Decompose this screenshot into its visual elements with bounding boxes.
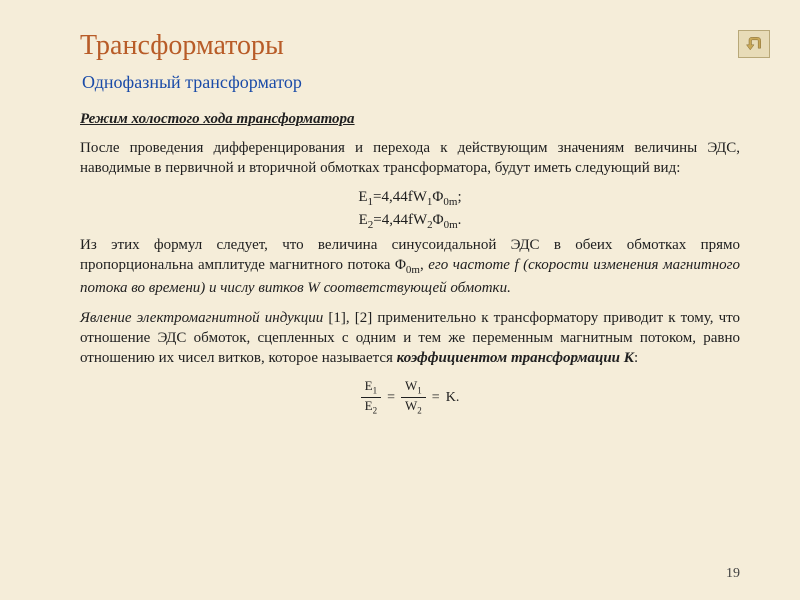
frac-right-num: W1 [401, 379, 426, 398]
equals-1: = [387, 390, 395, 406]
fraction-left: E1 E2 [361, 379, 381, 417]
page-subtitle: Однофазный трансформатор [82, 72, 740, 93]
section-heading: Режим холостого хода трансформатора [80, 111, 740, 128]
frac-left-den: E2 [361, 398, 381, 416]
formula-1: E1=4,44fW1Φ0m; [80, 189, 740, 208]
back-button[interactable] [738, 30, 770, 58]
u-turn-arrow-icon [744, 36, 764, 52]
ratio-equation: E1 E2 = W1 W2 = K. [80, 379, 740, 417]
fraction-right: W1 W2 [401, 379, 426, 417]
page-title: Трансформаторы [80, 30, 740, 62]
rhs-k: K. [446, 390, 460, 406]
equals-2: = [432, 390, 440, 406]
slide-container: Трансформаторы Однофазный трансформатор … [0, 0, 800, 600]
frac-left-num: E1 [361, 379, 381, 398]
frac-right-den: W2 [401, 398, 426, 416]
paragraph-3: Явление электромагнитной индукции [1], [… [80, 308, 740, 369]
page-number: 19 [726, 566, 740, 582]
paragraph-2: Из этих формул следует, что величина син… [80, 235, 740, 298]
formula-2: E2=4,44fW2Φ0m. [80, 212, 740, 231]
paragraph-1: После проведения дифференцирования и пер… [80, 138, 740, 179]
